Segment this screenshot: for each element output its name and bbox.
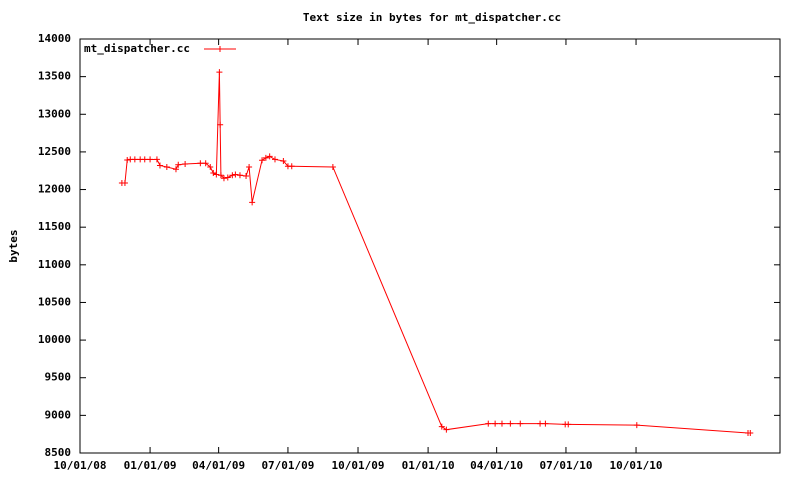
point-marker [163, 163, 170, 170]
legend-label: mt_dispatcher.cc [84, 42, 190, 55]
point-marker [229, 172, 236, 179]
legend-swatch [217, 46, 223, 52]
point-marker [147, 156, 154, 163]
y-tick-label: 14000 [38, 32, 71, 45]
point-marker [156, 162, 163, 169]
y-tick-label: 13500 [38, 70, 71, 83]
point-marker [121, 179, 128, 186]
y-tick-label: 11000 [38, 258, 71, 271]
series-line [121, 72, 751, 434]
point-marker [217, 172, 224, 179]
point-marker [210, 169, 217, 176]
point-marker [175, 161, 182, 168]
point-marker [747, 430, 754, 437]
plot-frame [79, 38, 781, 454]
y-tick-label: 9000 [45, 408, 72, 421]
y-tick-label: 10500 [38, 295, 71, 308]
y-tick-label: 12500 [38, 145, 71, 158]
point-marker [131, 156, 138, 163]
point-marker [217, 121, 224, 128]
point-marker [232, 171, 239, 178]
point-marker [329, 163, 336, 170]
point-marker [517, 420, 524, 427]
point-marker [207, 163, 214, 170]
point-marker [537, 420, 544, 427]
x-tick-label: 04/01/10 [470, 459, 523, 472]
point-marker [565, 421, 572, 428]
point-marker [197, 160, 204, 167]
point-marker [213, 171, 220, 178]
point-marker [124, 156, 131, 163]
point-marker [153, 156, 160, 163]
point-marker [542, 420, 549, 427]
y-tick-label: 13000 [38, 107, 71, 120]
y-tick-label: 9500 [45, 371, 72, 384]
point-marker [485, 420, 492, 427]
point-marker [266, 153, 273, 160]
point-marker [246, 163, 253, 170]
point-marker [507, 420, 514, 427]
point-marker [220, 175, 227, 182]
point-marker [438, 423, 445, 430]
point-marker [224, 174, 231, 181]
point-marker [280, 157, 287, 164]
point-marker [216, 69, 223, 76]
x-tick-label: 10/01/08 [54, 459, 107, 472]
y-tick-label: 12000 [38, 183, 71, 196]
point-marker [236, 172, 243, 179]
x-tick-label: 07/01/10 [539, 459, 592, 472]
x-tick-label: 01/01/09 [124, 459, 177, 472]
point-marker [262, 154, 269, 161]
chart-title: Text size in bytes for mt_dispatcher.cc [303, 11, 561, 24]
point-marker [443, 426, 450, 433]
point-marker [259, 157, 266, 164]
point-marker [288, 163, 295, 170]
y-tick-label: 8500 [45, 446, 72, 459]
x-tick-label: 10/01/10 [610, 459, 663, 472]
y-axis-label: bytes [7, 229, 20, 262]
point-marker [498, 420, 505, 427]
x-tick-label: 01/01/10 [402, 459, 455, 472]
point-marker [492, 420, 499, 427]
x-tick-label: 07/01/09 [261, 459, 314, 472]
point-marker [249, 199, 256, 206]
point-marker [182, 160, 189, 167]
point-marker [172, 166, 179, 173]
point-marker [243, 172, 250, 179]
y-tick-label: 11500 [38, 220, 71, 233]
x-tick-label: 10/01/09 [332, 459, 385, 472]
point-marker [633, 422, 640, 429]
point-marker [202, 160, 209, 167]
x-tick-label: 04/01/09 [192, 459, 245, 472]
point-marker [271, 156, 278, 163]
y-tick-label: 10000 [38, 333, 71, 346]
point-marker [141, 156, 148, 163]
